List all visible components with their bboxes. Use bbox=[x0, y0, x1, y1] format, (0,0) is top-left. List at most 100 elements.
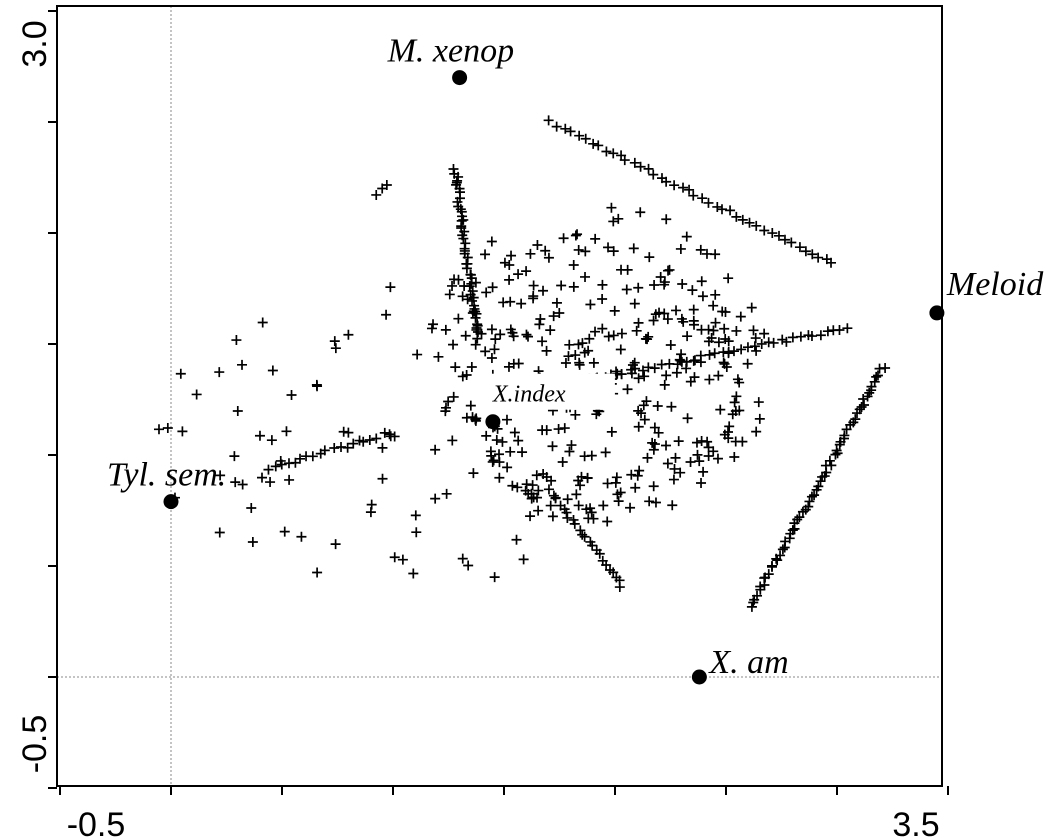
data-point bbox=[547, 441, 558, 452]
data-point bbox=[813, 252, 824, 263]
data-point bbox=[256, 472, 267, 483]
data-point bbox=[230, 477, 241, 488]
data-point bbox=[608, 330, 619, 341]
data-point bbox=[517, 447, 528, 458]
data-point bbox=[330, 343, 341, 354]
data-point bbox=[633, 405, 644, 416]
data-point bbox=[850, 414, 861, 425]
data-point bbox=[545, 500, 556, 511]
data-point bbox=[505, 296, 516, 307]
labeled-point-name: M. xenop bbox=[387, 33, 515, 70]
data-point bbox=[580, 133, 591, 144]
data-point bbox=[585, 299, 596, 310]
data-point bbox=[503, 361, 514, 372]
data-point bbox=[480, 346, 491, 357]
data-point bbox=[573, 500, 584, 511]
data-point bbox=[263, 464, 274, 475]
data-point bbox=[571, 489, 582, 500]
data-point bbox=[809, 490, 820, 501]
data-point bbox=[697, 291, 708, 302]
data-point bbox=[675, 467, 686, 478]
labeled-points: M. xenop Meloid X.index Tyl. sem. X. am bbox=[107, 33, 1044, 685]
y-tick-label-max: 3.0 bbox=[16, 20, 54, 67]
data-point bbox=[649, 439, 660, 450]
data-point bbox=[629, 357, 640, 368]
data-point bbox=[463, 560, 474, 571]
data-point bbox=[716, 204, 727, 215]
data-point bbox=[815, 330, 826, 341]
data-point bbox=[822, 326, 833, 337]
data-point bbox=[538, 285, 549, 296]
data-point bbox=[710, 289, 721, 300]
data-point bbox=[786, 237, 797, 248]
data-point bbox=[494, 457, 505, 468]
data-point bbox=[824, 455, 835, 466]
data-point bbox=[697, 193, 708, 204]
data-point bbox=[330, 539, 341, 550]
data-point bbox=[470, 414, 481, 425]
data-point bbox=[444, 289, 455, 300]
data-point bbox=[748, 325, 759, 336]
data-point bbox=[635, 161, 646, 172]
data-point bbox=[613, 496, 624, 507]
data-point bbox=[562, 494, 573, 505]
data-point bbox=[613, 213, 624, 224]
data-point bbox=[666, 401, 677, 412]
data-point bbox=[430, 493, 441, 504]
data-point bbox=[560, 123, 571, 134]
data-point bbox=[633, 317, 644, 328]
data-point bbox=[627, 359, 638, 370]
data-point bbox=[684, 184, 695, 195]
data-point bbox=[794, 512, 805, 523]
data-point bbox=[703, 197, 714, 208]
data-point bbox=[665, 340, 676, 351]
data-point bbox=[504, 274, 515, 285]
data-point bbox=[489, 344, 500, 355]
data-point bbox=[731, 325, 742, 336]
data-point bbox=[410, 510, 421, 521]
data-point bbox=[715, 404, 726, 415]
data-point bbox=[639, 371, 650, 382]
data-point bbox=[457, 553, 468, 564]
data-point bbox=[777, 544, 788, 555]
label-backdrop bbox=[484, 373, 615, 410]
data-point bbox=[854, 404, 865, 415]
data-point bbox=[608, 246, 619, 257]
data-point bbox=[670, 452, 681, 463]
data-point bbox=[724, 421, 735, 432]
data-point bbox=[669, 180, 680, 191]
data-point bbox=[675, 243, 686, 254]
data-point bbox=[704, 374, 715, 385]
data-point bbox=[286, 389, 297, 400]
data-point bbox=[501, 414, 512, 425]
data-point bbox=[662, 314, 673, 325]
data-point bbox=[428, 319, 439, 330]
data-point bbox=[570, 409, 581, 420]
data-point bbox=[633, 421, 644, 432]
data-point bbox=[626, 469, 637, 480]
data-point bbox=[662, 458, 673, 469]
data-point bbox=[569, 518, 580, 529]
data-point bbox=[284, 474, 295, 485]
data-point bbox=[590, 233, 601, 244]
data-point bbox=[601, 146, 612, 157]
data-point bbox=[659, 308, 670, 319]
data-point bbox=[377, 473, 388, 484]
data-point bbox=[722, 426, 733, 437]
data-point bbox=[527, 480, 538, 491]
data-point bbox=[698, 466, 709, 477]
data-point bbox=[648, 444, 659, 455]
data-point bbox=[540, 245, 551, 256]
data-point bbox=[462, 294, 473, 305]
data-point bbox=[486, 352, 497, 363]
data-point bbox=[525, 511, 536, 522]
data-point bbox=[644, 496, 655, 507]
data-point bbox=[507, 480, 518, 491]
data-point bbox=[629, 157, 640, 168]
data-point bbox=[175, 368, 186, 379]
data-point bbox=[661, 370, 672, 381]
data-point bbox=[516, 298, 527, 309]
data-point bbox=[266, 435, 277, 446]
data-point bbox=[237, 359, 248, 370]
data-point bbox=[671, 367, 682, 378]
